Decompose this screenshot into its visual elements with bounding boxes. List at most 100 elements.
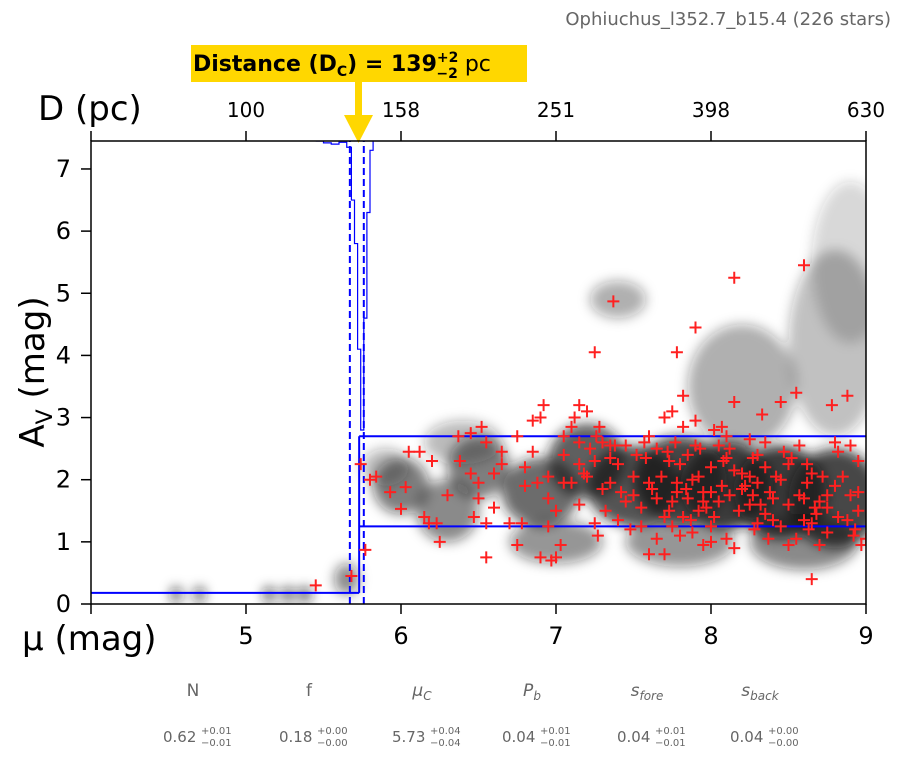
star-marker	[670, 476, 683, 489]
star-marker	[588, 346, 601, 359]
star-marker	[612, 458, 624, 471]
star-marker	[782, 538, 795, 551]
top-tick-label: 158	[382, 98, 420, 122]
star-marker	[515, 517, 528, 530]
star-marker	[573, 458, 586, 471]
star-marker	[441, 489, 454, 502]
banner-prefix: Distance (D	[193, 52, 337, 77]
banner-unit: pc	[458, 52, 491, 77]
star-marker	[661, 445, 674, 458]
star-marker	[480, 551, 493, 564]
star-marker	[519, 461, 531, 474]
star-marker	[542, 470, 555, 483]
star-marker	[666, 520, 679, 533]
star-marker	[643, 548, 655, 561]
star-marker	[475, 420, 488, 433]
x-tick-label: 8	[703, 622, 718, 650]
star-marker	[402, 445, 415, 458]
star-marker	[557, 448, 570, 461]
star-marker	[790, 532, 803, 545]
star-marker	[728, 464, 741, 477]
star-marker	[588, 455, 601, 468]
star-marker	[599, 504, 612, 517]
star-marker	[573, 399, 586, 412]
star-marker	[663, 455, 676, 468]
param-value: 0.04	[730, 728, 763, 746]
star-marker	[453, 455, 466, 468]
star-marker	[825, 399, 838, 412]
star-marker	[593, 420, 606, 433]
star-marker	[767, 514, 779, 527]
star-marker	[720, 451, 733, 464]
param-name: Pb	[523, 681, 541, 703]
y-tick-label: 4	[56, 341, 71, 369]
star-marker	[413, 445, 426, 458]
star-marker	[526, 414, 539, 427]
star-marker	[782, 498, 795, 511]
star-marker	[844, 439, 857, 452]
density-blob	[509, 520, 603, 564]
star-marker	[736, 467, 748, 480]
y-axis-label: AV (mag)	[13, 296, 58, 447]
top-tick-label: 630	[847, 98, 885, 122]
star-marker	[526, 445, 539, 458]
star-marker	[813, 495, 826, 508]
star-marker	[723, 442, 736, 455]
param-err-up: +0.01	[201, 726, 232, 737]
star-marker	[495, 458, 508, 471]
star-marker	[666, 495, 679, 508]
star-marker	[658, 411, 671, 424]
star-marker	[607, 295, 620, 308]
star-marker	[480, 436, 493, 449]
param-value: 0.18	[279, 728, 312, 746]
star-marker	[650, 442, 663, 455]
param-value: 5.73	[392, 728, 425, 746]
star-marker	[801, 476, 814, 489]
star-marker	[774, 520, 787, 533]
param-err-up: +0.01	[540, 726, 571, 737]
star-marker	[426, 455, 438, 468]
star-marker	[712, 495, 725, 508]
arrow-shaft	[355, 82, 362, 117]
param-err-up: +0.00	[768, 726, 799, 737]
star-marker	[774, 473, 787, 486]
star-marker	[697, 495, 710, 508]
star-marker	[743, 498, 756, 511]
param-err-down: −0.01	[655, 738, 686, 749]
star-marker	[759, 507, 772, 520]
svg-text:Distance (DC) = 139+2−2 pc: Distance (DC) = 139+2 −2 pc	[193, 50, 491, 82]
star-marker	[751, 517, 764, 530]
arrow-head-icon	[344, 115, 373, 143]
density-blob	[263, 587, 275, 603]
star-marker	[836, 470, 849, 483]
star-marker	[511, 538, 524, 551]
star-marker	[619, 495, 632, 508]
top-tick-label: 251	[537, 98, 575, 122]
star-marker	[708, 510, 721, 523]
star-marker	[705, 535, 717, 548]
star-marker	[627, 489, 640, 502]
x-axis-label: μ (mag)	[22, 619, 157, 659]
star-marker	[708, 423, 721, 436]
star-marker	[684, 514, 697, 527]
y-tick-label: 5	[56, 279, 71, 307]
param-name: sfore	[631, 681, 664, 703]
star-marker	[542, 492, 555, 505]
param-err-down: −0.00	[768, 738, 799, 749]
star-marker	[762, 532, 775, 545]
star-marker	[568, 411, 581, 424]
star-marker	[584, 442, 597, 455]
top-axis-label: D (pc)	[38, 89, 142, 129]
star-marker	[666, 405, 679, 418]
star-marker	[554, 538, 567, 551]
star-marker	[723, 489, 736, 502]
star-marker	[309, 579, 322, 592]
star-marker	[677, 420, 690, 433]
star-marker	[399, 481, 412, 494]
density-blob	[298, 587, 312, 603]
star-marker	[503, 517, 516, 530]
star-marker	[759, 461, 772, 474]
star-marker	[604, 451, 617, 464]
star-marker	[705, 486, 717, 499]
